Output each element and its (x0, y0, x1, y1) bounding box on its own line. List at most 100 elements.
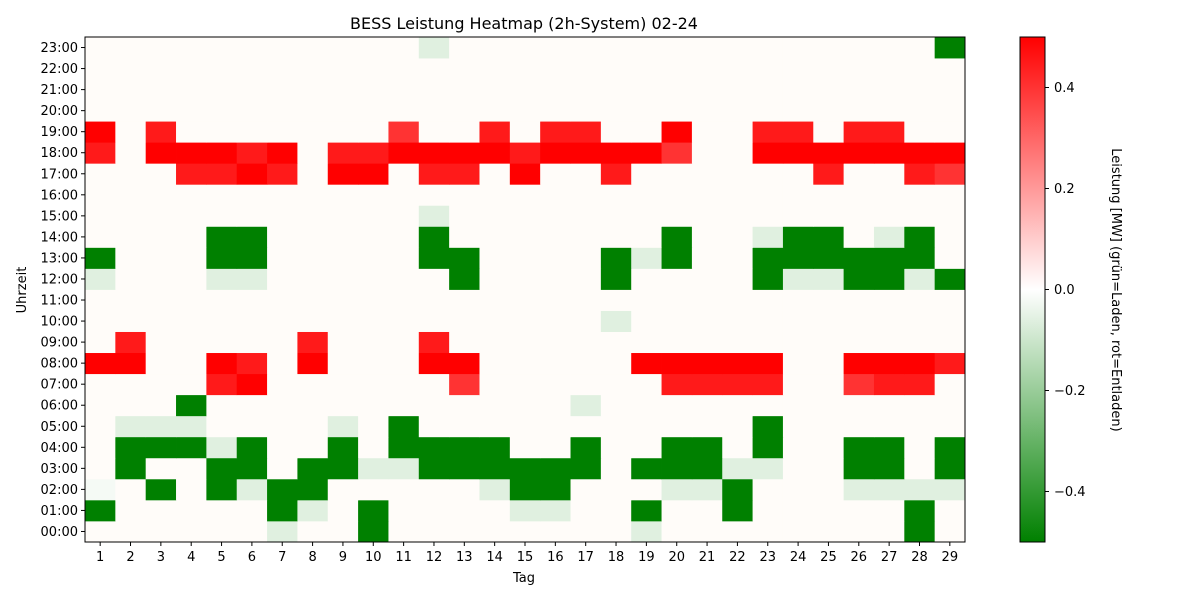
heatmap-cell (358, 520, 389, 543)
x-tick-label: 3 (157, 550, 165, 565)
heatmap-cell (782, 268, 814, 290)
heatmap-cell (176, 226, 207, 248)
y-tick-label: 06:00 (41, 399, 78, 414)
heatmap-cell (570, 37, 602, 59)
heatmap-cell (540, 457, 571, 480)
heatmap-cell (570, 499, 602, 522)
heatmap-cell (418, 478, 450, 501)
y-tick-label: 00:00 (41, 525, 78, 540)
heatmap-cell (752, 457, 784, 480)
heatmap-cell (236, 184, 268, 206)
heatmap-cell (752, 394, 784, 417)
heatmap-cell (782, 478, 814, 501)
heatmap-cell (115, 352, 147, 375)
heatmap-cell (449, 247, 480, 269)
heatmap-cell (661, 247, 693, 269)
heatmap-cell (631, 310, 662, 332)
heatmap-cell (85, 163, 116, 185)
heatmap-cell (661, 457, 693, 480)
heatmap-cell (843, 247, 875, 269)
heatmap-cell (388, 205, 420, 227)
heatmap-cell (570, 184, 602, 206)
heatmap-cell (236, 268, 268, 290)
heatmap-cell (813, 163, 845, 185)
heatmap-cell (691, 247, 723, 269)
heatmap-cell (388, 415, 420, 438)
x-tick-label: 28 (911, 550, 928, 565)
heatmap-cell (115, 247, 147, 269)
heatmap-cell (145, 352, 177, 375)
heatmap-cell (267, 457, 298, 480)
heatmap-cell (358, 205, 389, 227)
heatmap-cell (509, 100, 541, 122)
heatmap-cell (85, 226, 116, 248)
heatmap-cell (843, 520, 875, 543)
heatmap-cell (388, 457, 420, 480)
heatmap-cell (509, 520, 541, 543)
heatmap-cell (479, 520, 511, 543)
heatmap-cell (449, 499, 480, 522)
heatmap-cell (267, 79, 298, 101)
heatmap-cell (327, 415, 359, 438)
y-tick-label: 22:00 (41, 62, 78, 77)
heatmap-cell (267, 268, 298, 290)
heatmap-cell (145, 499, 177, 522)
heatmap-cell (570, 247, 602, 269)
heatmap-cell (904, 373, 936, 396)
heatmap-cell (358, 79, 389, 101)
heatmap-cell (85, 478, 116, 501)
heatmap-cell (236, 205, 268, 227)
x-tick-label: 20 (668, 550, 685, 565)
heatmap-cell (358, 184, 389, 206)
x-tick-label: 13 (456, 550, 473, 565)
heatmap-cell (145, 205, 177, 227)
heatmap-cell (843, 100, 875, 122)
heatmap-cell (873, 205, 905, 227)
heatmap-cell (115, 205, 147, 227)
heatmap-cell (115, 394, 147, 417)
heatmap-cell (479, 268, 511, 290)
heatmap-cell (540, 205, 571, 227)
x-tick-label: 25 (820, 550, 837, 565)
heatmap-cell (358, 289, 389, 311)
heatmap-cell (934, 226, 966, 248)
heatmap-cell (176, 268, 207, 290)
heatmap-cell (600, 457, 632, 480)
heatmap-cell (85, 184, 116, 206)
heatmap-cell (873, 478, 905, 501)
x-tick-label: 21 (699, 550, 716, 565)
heatmap-cell (509, 373, 541, 396)
heatmap-cell (206, 373, 238, 396)
heatmap-cell (631, 58, 662, 80)
heatmap-cell (449, 205, 480, 227)
heatmap-cell (600, 247, 632, 269)
heatmap-cell (752, 205, 784, 227)
heatmap-cell (509, 142, 541, 164)
x-tick-label: 27 (881, 550, 898, 565)
heatmap-cell (176, 163, 207, 185)
heatmap-cell (236, 79, 268, 101)
x-axis-label: Tag (512, 571, 535, 586)
heatmap-cell (570, 163, 602, 185)
y-tick-label: 03:00 (41, 462, 78, 477)
heatmap-cell (176, 415, 207, 438)
heatmap-cell (661, 373, 693, 396)
heatmap-cell (904, 415, 936, 438)
heatmap-cell (358, 121, 389, 143)
heatmap-cell (176, 289, 207, 311)
heatmap-cell (236, 58, 268, 80)
heatmap-cell (600, 310, 632, 332)
heatmap-cell (449, 163, 480, 185)
heatmap-cell (236, 37, 268, 59)
heatmap-cell (388, 184, 420, 206)
heatmap-cell (782, 79, 814, 101)
heatmap-cell (904, 226, 936, 248)
heatmap-cell (661, 205, 693, 227)
heatmap-cell (388, 163, 420, 185)
heatmap-cell (873, 331, 905, 354)
heatmap-cell (327, 142, 359, 164)
heatmap-cell (449, 352, 480, 375)
heatmap-cell (176, 499, 207, 522)
heatmap-cell (206, 310, 238, 332)
heatmap-cell (418, 436, 450, 459)
